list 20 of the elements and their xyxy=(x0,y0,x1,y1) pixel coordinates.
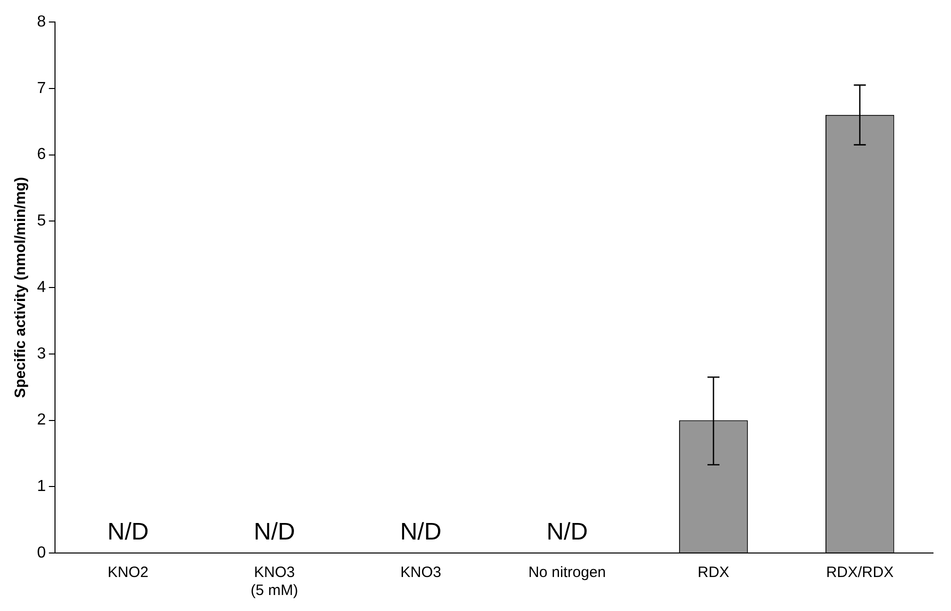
y-tick-label: 7 xyxy=(36,80,46,97)
y-tick-label: 5 xyxy=(36,212,46,230)
y-tick-label: 8 xyxy=(36,13,46,30)
text: N/D xyxy=(107,518,149,546)
y-tick-label: 3 xyxy=(36,345,46,362)
x-tick-label: RDX xyxy=(698,564,730,582)
text: N/D xyxy=(546,518,588,546)
x-tick-label: KNO3 xyxy=(400,564,442,582)
y-tick-label: 2 xyxy=(36,412,46,429)
text: N/D xyxy=(400,518,442,546)
y-tick-label: 6 xyxy=(36,146,46,164)
y-tick-label: 4 xyxy=(36,278,46,296)
y-axis-title: Specific activity (nmol/min/mg) xyxy=(12,177,30,398)
y-tick-label: 0 xyxy=(36,544,46,562)
x-tick-label: RDX/RDX xyxy=(826,564,894,582)
x-tick-label: KNO2 xyxy=(108,564,149,582)
text: N/D xyxy=(254,518,296,546)
y-tick-label: 1 xyxy=(36,478,46,496)
x-tick-label: No nitrogen xyxy=(528,564,606,582)
x-tick-label: KNO3 (5 mM) xyxy=(250,564,298,600)
